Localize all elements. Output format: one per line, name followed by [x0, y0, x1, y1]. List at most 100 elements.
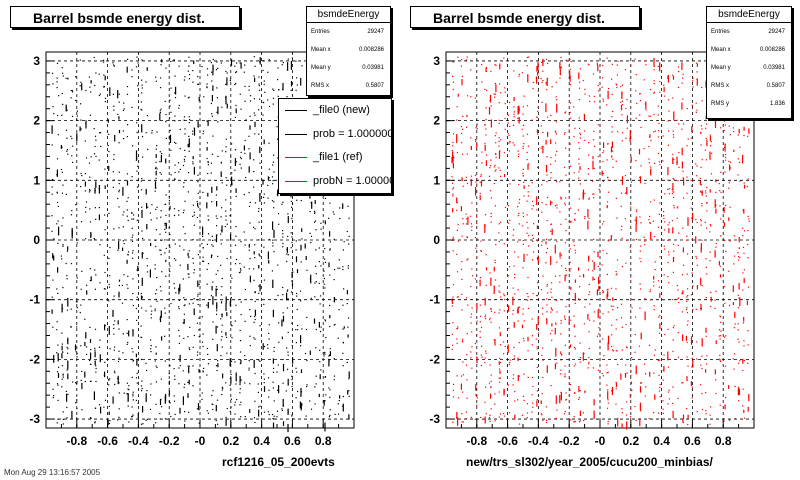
data-point	[668, 188, 670, 190]
data-point	[342, 328, 344, 330]
data-point	[626, 421, 628, 430]
data-point	[319, 295, 322, 297]
data-point	[135, 150, 138, 159]
data-point	[136, 170, 138, 172]
data-point	[197, 174, 199, 176]
data-point	[151, 310, 153, 312]
data-point	[118, 241, 120, 250]
data-point	[291, 217, 293, 220]
data-point	[536, 390, 538, 392]
data-point	[343, 326, 345, 328]
data-point	[490, 386, 492, 388]
data-point	[714, 250, 716, 258]
data-point	[602, 77, 604, 79]
data-point	[748, 218, 750, 220]
data-point	[513, 321, 515, 328]
data-point	[714, 120, 717, 128]
data-point	[470, 69, 472, 71]
data-point	[128, 421, 130, 423]
data-point	[738, 247, 740, 249]
data-point	[248, 89, 250, 91]
data-point	[315, 273, 317, 275]
data-point	[662, 400, 664, 402]
data-point	[80, 172, 82, 175]
data-point	[678, 232, 680, 234]
data-point	[540, 413, 542, 415]
data-point	[733, 149, 735, 151]
data-point	[466, 126, 468, 128]
data-point	[462, 361, 464, 363]
data-point	[565, 392, 567, 394]
data-point	[140, 325, 142, 327]
data-point	[551, 296, 553, 298]
data-point	[315, 265, 317, 267]
right-stats-name: bsmdeEnergy	[707, 7, 791, 23]
data-point	[507, 344, 509, 354]
data-point	[240, 314, 242, 316]
data-point	[89, 280, 91, 282]
y-tick-label: 0	[433, 233, 440, 247]
data-point	[456, 119, 458, 121]
data-point	[659, 202, 661, 204]
data-point	[546, 58, 548, 60]
data-point	[643, 79, 645, 81]
data-point	[192, 385, 194, 387]
data-point	[560, 254, 563, 256]
data-point	[461, 59, 463, 61]
data-point	[527, 145, 530, 147]
data-point	[230, 190, 232, 192]
data-point	[512, 313, 514, 315]
data-point	[537, 257, 539, 264]
data-point	[254, 133, 256, 135]
data-point	[229, 384, 231, 386]
data-point	[89, 380, 92, 382]
data-point	[239, 404, 241, 406]
data-point	[556, 150, 558, 153]
data-point	[546, 283, 548, 286]
data-point	[56, 422, 58, 424]
data-point	[518, 212, 520, 214]
data-point	[169, 58, 171, 60]
data-point	[452, 162, 454, 169]
data-point	[136, 131, 138, 134]
data-point	[452, 188, 454, 190]
data-point	[475, 384, 477, 391]
data-point	[145, 362, 147, 364]
data-point	[123, 211, 125, 213]
data-point	[607, 240, 609, 242]
data-point	[236, 62, 238, 64]
data-point	[291, 415, 293, 417]
data-point	[681, 62, 683, 70]
data-point	[512, 124, 515, 126]
data-point	[579, 361, 581, 363]
data-point	[60, 255, 62, 257]
data-point	[460, 268, 463, 270]
data-point	[451, 333, 453, 335]
data-point	[291, 385, 293, 388]
data-point	[187, 365, 189, 367]
data-point	[225, 296, 227, 304]
data-point	[564, 202, 566, 204]
data-point	[509, 183, 511, 185]
data-point	[476, 238, 478, 240]
data-point	[329, 202, 331, 204]
data-point	[526, 105, 529, 107]
data-point	[57, 372, 60, 378]
data-point	[282, 243, 284, 245]
data-point	[107, 119, 109, 123]
data-point	[56, 201, 59, 204]
data-point	[61, 92, 63, 95]
data-point	[625, 323, 627, 326]
data-point	[188, 56, 190, 58]
data-point	[76, 277, 78, 279]
data-point	[165, 158, 167, 164]
data-point	[243, 231, 245, 233]
data-point	[537, 255, 539, 257]
data-point	[113, 158, 115, 161]
data-point	[668, 193, 670, 195]
data-point	[733, 150, 735, 152]
left-legend: _file0 (new) prob = 1.000000 _file1 (ref…	[278, 98, 392, 194]
data-point	[494, 93, 496, 95]
data-point	[99, 244, 101, 246]
data-point	[635, 316, 637, 318]
